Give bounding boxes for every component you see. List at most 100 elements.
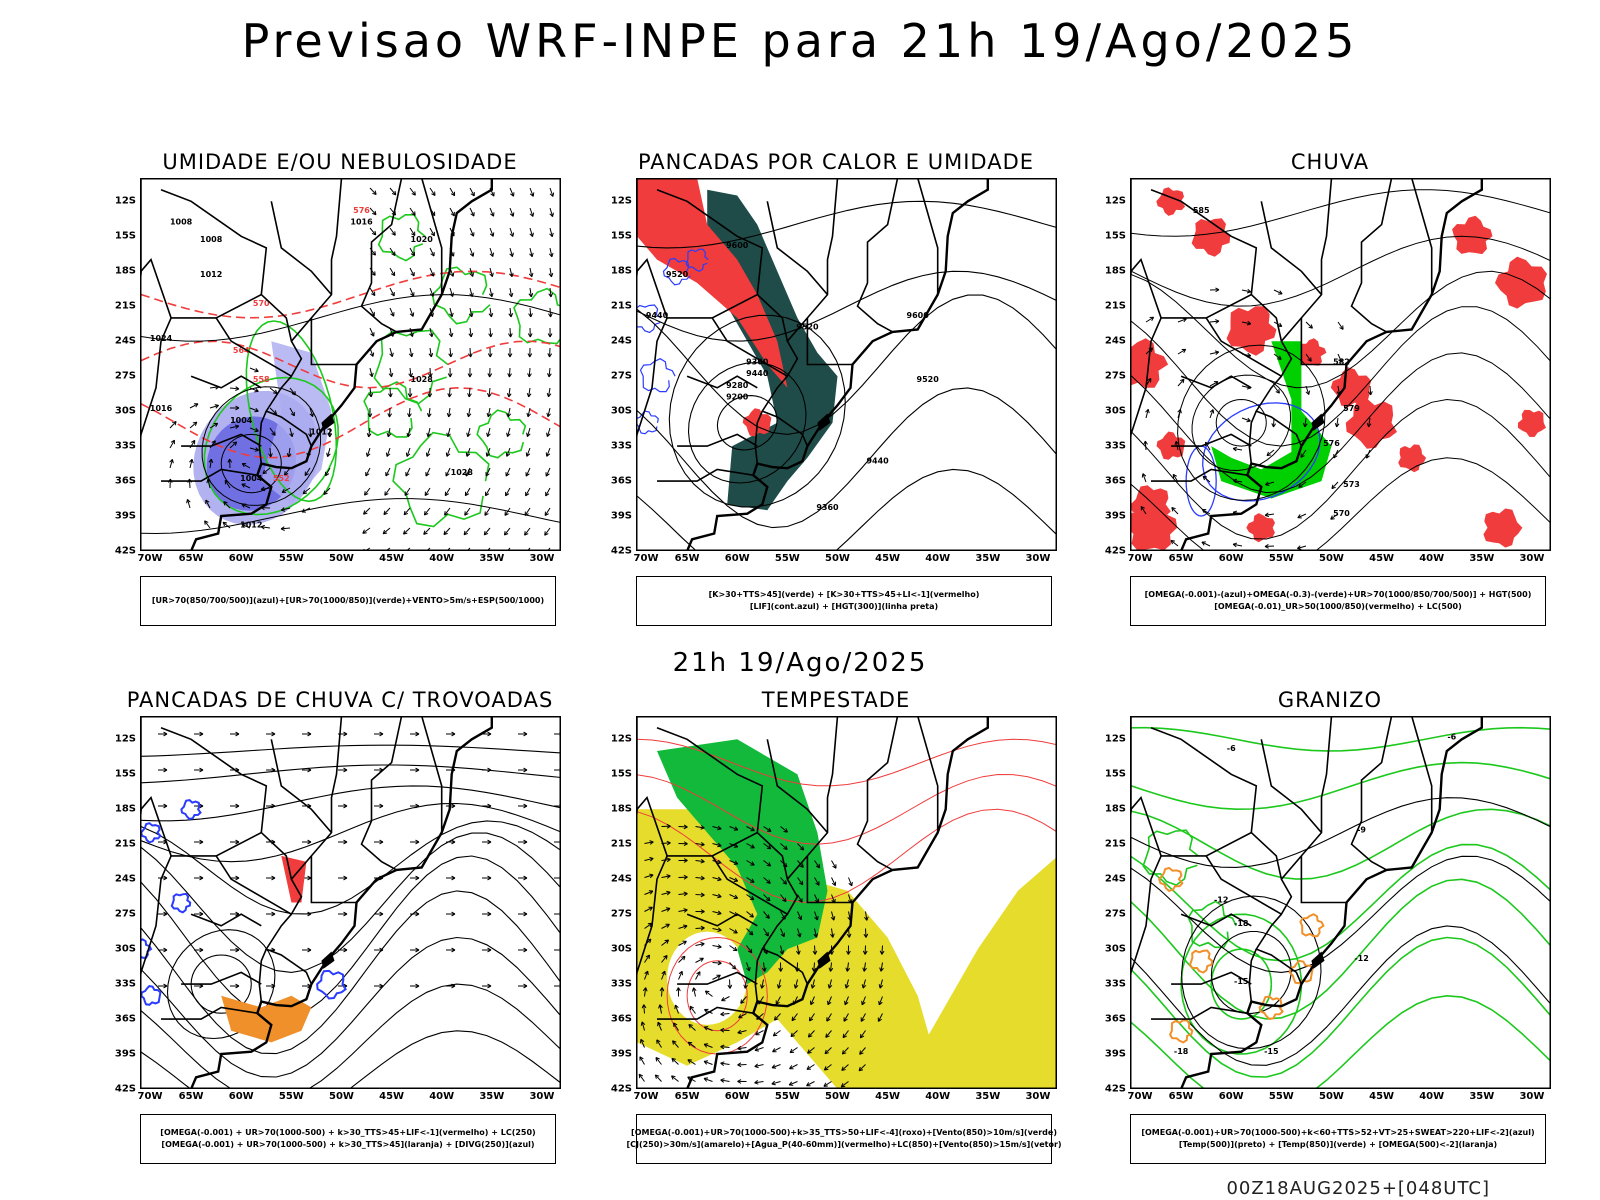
border-line: [270, 201, 333, 296]
contour-label: 558: [253, 375, 270, 384]
border-line: [215, 832, 303, 916]
latitude-tick-label: 18S: [1104, 265, 1126, 277]
border-line: [1300, 855, 1347, 904]
border-line: [1151, 468, 1248, 482]
main-title: Previsao WRF-INPE para 21h 19/Ago/2025: [241, 14, 1359, 68]
longitude-tick-label: 65W: [178, 1091, 204, 1102]
longitude-tick-label: 50W: [824, 1091, 850, 1102]
latitude-tick-label: 18S: [610, 803, 632, 815]
longitude-axis: 70W 65W 60W 55W 50W 45W 40W 35W 30W: [138, 1091, 561, 1105]
latitude-tick-label: 36S: [114, 475, 136, 487]
height-500-contour: [1130, 306, 1551, 447]
legend-box: [OMEGA(-0.001)+UR>70(1000-500)+k<60+TTS>…: [1130, 1114, 1546, 1164]
border-line: [856, 178, 899, 333]
height-300-contour: [636, 468, 1057, 551]
height-500-contour: [1177, 344, 1326, 501]
coastline-east: [189, 178, 493, 551]
temp-500-contour: [1130, 925, 1551, 1066]
latitude-tick-label: 12S: [1104, 733, 1126, 745]
temp-850-contour: [1130, 878, 1551, 1020]
map-svg: -6 -12 -18 -15 -12 -9 -18 -15 -6: [1130, 716, 1551, 1089]
map-svg: 585 582 579 576 573 570: [1130, 178, 1551, 551]
latitude-tick-label: 27S: [610, 370, 632, 382]
temp-850-contour: [1210, 948, 1273, 1020]
height-500-contour: [1130, 189, 1551, 237]
border-line: [1151, 1006, 1248, 1020]
height-500-contour: [1215, 398, 1267, 447]
legend-line: [OMEGA(-0.001)+UR>70(1000-500)+k<60+TTS>…: [1141, 1128, 1535, 1137]
contour-label: 9360: [816, 503, 839, 512]
temp-850-contour: [1130, 726, 1551, 752]
height-300-contour: [636, 387, 1057, 529]
panel-title: CHUVA: [1290, 150, 1370, 174]
longitude-tick-label: 40W: [1419, 553, 1445, 564]
contour-label: -6: [1447, 732, 1456, 741]
contour-label: -15: [1264, 1047, 1279, 1056]
map-frame: [140, 716, 561, 1089]
map-border: [636, 178, 1057, 551]
rh-low-contour: [476, 409, 527, 459]
lif-contour: [636, 304, 661, 334]
legend-box: [OMEGA(-0.001)+UR>70(1000-500)+k>35_TTS>…: [626, 1114, 1062, 1164]
longitude-tick-label: 70W: [137, 553, 163, 564]
streamline: [140, 764, 561, 784]
latitude-tick-label: 21S: [1104, 300, 1126, 312]
lagoon: [817, 951, 831, 969]
omega500-orange: [1168, 1019, 1194, 1044]
border-line: [1410, 716, 1433, 833]
omega500-orange: [1188, 949, 1214, 974]
contour-label: 570: [253, 299, 270, 308]
border-line: [711, 294, 799, 378]
rh-low-contour: [373, 329, 449, 405]
latitude-tick-label: 36S: [610, 1013, 632, 1025]
longitude-tick-label: 50W: [1318, 1091, 1344, 1102]
map-border: [140, 178, 561, 551]
longitude-tick-label: 45W: [875, 553, 901, 564]
map-panel-rain: CHUVA 585 582 579 576 573 570 12S 15S 18S 21S 24S 27…: [1090, 150, 1570, 650]
precip-water-contour: [666, 936, 768, 1055]
rh-low-contour: [363, 381, 423, 438]
omega-red-region: [1517, 409, 1546, 437]
longitude-axis: 70W 65W 60W 55W 50W 45W 40W 35W 30W: [1128, 553, 1551, 567]
omega-red-region: [1483, 508, 1523, 548]
border-line: [258, 948, 268, 1002]
longitude-tick-label: 55W: [774, 553, 800, 564]
legend-line: [OMEGA(-0.001)-(azul)+OMEGA(-0.3)-(verde…: [1144, 590, 1532, 599]
latitude-tick-label: 42S: [114, 545, 136, 557]
isobar-contour: [201, 386, 322, 506]
border-line: [711, 832, 799, 916]
border-line: [686, 913, 758, 927]
latitude-tick-label: 42S: [610, 1083, 632, 1095]
lif-contour: [636, 410, 659, 435]
border-line: [420, 716, 443, 833]
contour-label: 9280: [726, 381, 749, 390]
longitude-tick-label: 65W: [1168, 553, 1194, 564]
temp-850-contour: [1142, 829, 1199, 887]
contour-label: -12: [1214, 896, 1228, 905]
contour-label: 1016: [350, 218, 373, 227]
temp-850-contour: [1130, 936, 1551, 1078]
latitude-tick-label: 39S: [610, 510, 632, 522]
longitude-tick-label: 65W: [1168, 1091, 1194, 1102]
height-500-contour: [1130, 352, 1551, 494]
contour-label: 1020: [411, 235, 434, 244]
temp-850-contour: [1130, 994, 1551, 1089]
omega500-orange: [1288, 959, 1314, 985]
border-line: [1205, 294, 1293, 378]
omega-red-region: [1330, 367, 1372, 408]
omega-red-region: [1297, 338, 1327, 366]
border-line: [766, 739, 829, 834]
longitude-tick-label: 45W: [1369, 553, 1395, 564]
contour-label: -15: [1234, 977, 1249, 986]
height-300-contour: [668, 314, 846, 508]
contour-label: 9440: [746, 369, 769, 378]
border-line: [1410, 178, 1433, 295]
latitude-tick-label: 24S: [610, 873, 632, 885]
latitude-tick-label: 24S: [610, 335, 632, 347]
thickness-contour: [140, 386, 561, 459]
temp-850-contour: [1180, 913, 1303, 1055]
latitude-axis: 12S 15S 18S 21S 24S 27S 30S 33S 36S 39S 42S: [1090, 178, 1128, 557]
map-frame: 585 582 579 576 573 570: [1130, 178, 1551, 551]
border-line: [677, 433, 758, 447]
legend-line: [Temp(500)](preto) + [Temp(850)](verde) …: [1178, 1140, 1498, 1149]
